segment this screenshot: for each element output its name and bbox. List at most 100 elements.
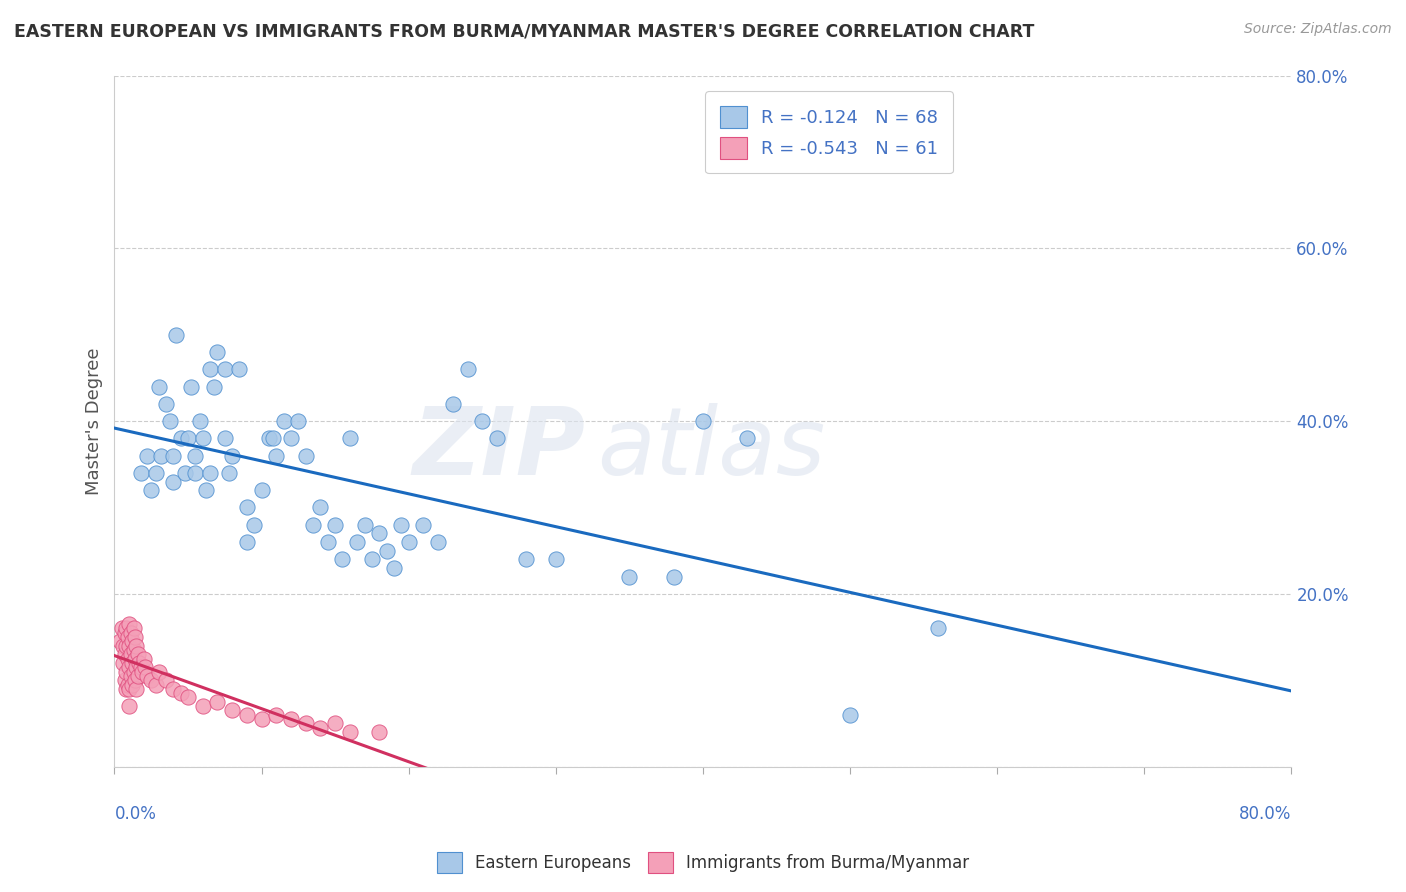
Point — [122, 665, 145, 679]
Point — [214, 362, 236, 376]
Point — [382, 561, 405, 575]
Point — [273, 414, 295, 428]
Point — [544, 552, 567, 566]
Point — [125, 681, 148, 696]
Point — [287, 414, 309, 428]
Point — [398, 535, 420, 549]
Legend: R = -0.124   N = 68, R = -0.543   N = 61: R = -0.124 N = 68, R = -0.543 N = 61 — [706, 92, 953, 173]
Point — [159, 414, 181, 428]
Point — [162, 449, 184, 463]
Point — [294, 449, 316, 463]
Point — [309, 721, 332, 735]
Point — [188, 414, 211, 428]
Point — [115, 665, 138, 679]
Point — [346, 535, 368, 549]
Point — [125, 660, 148, 674]
Point — [120, 648, 142, 662]
Y-axis label: Master's Degree: Master's Degree — [86, 347, 103, 495]
Point — [389, 517, 412, 532]
Point — [117, 630, 139, 644]
Point — [120, 669, 142, 683]
Point — [118, 617, 141, 632]
Point — [124, 630, 146, 644]
Point — [294, 716, 316, 731]
Point — [118, 660, 141, 674]
Point — [145, 466, 167, 480]
Point — [264, 707, 287, 722]
Point — [280, 431, 302, 445]
Point — [117, 677, 139, 691]
Point — [457, 362, 479, 376]
Point — [323, 716, 346, 731]
Point — [141, 483, 163, 498]
Point — [191, 699, 214, 714]
Point — [177, 431, 200, 445]
Point — [174, 466, 197, 480]
Point — [250, 712, 273, 726]
Point — [662, 569, 685, 583]
Point — [236, 535, 259, 549]
Point — [264, 449, 287, 463]
Point — [250, 483, 273, 498]
Point — [427, 535, 450, 549]
Point — [339, 431, 361, 445]
Point — [339, 725, 361, 739]
Point — [207, 345, 229, 359]
Point — [485, 431, 508, 445]
Text: Source: ZipAtlas.com: Source: ZipAtlas.com — [1244, 22, 1392, 37]
Point — [191, 431, 214, 445]
Point — [257, 431, 280, 445]
Text: 80.0%: 80.0% — [1239, 805, 1292, 823]
Point — [236, 707, 259, 722]
Point — [118, 639, 141, 653]
Point — [262, 431, 284, 445]
Point — [135, 669, 157, 683]
Point — [115, 681, 138, 696]
Point — [122, 643, 145, 657]
Point — [127, 669, 149, 683]
Point — [115, 621, 138, 635]
Point — [114, 625, 136, 640]
Point — [124, 651, 146, 665]
Point — [118, 681, 141, 696]
Point — [280, 712, 302, 726]
Point — [332, 552, 354, 566]
Point — [236, 500, 259, 515]
Point — [124, 673, 146, 688]
Point — [353, 517, 375, 532]
Point — [302, 517, 325, 532]
Point — [112, 639, 135, 653]
Point — [125, 639, 148, 653]
Point — [927, 621, 949, 635]
Point — [375, 543, 398, 558]
Point — [155, 397, 177, 411]
Point — [141, 673, 163, 688]
Point — [221, 449, 243, 463]
Point — [127, 648, 149, 662]
Text: ZIP: ZIP — [412, 402, 585, 495]
Point — [180, 379, 202, 393]
Point — [112, 656, 135, 670]
Point — [243, 517, 266, 532]
Point — [169, 431, 191, 445]
Point — [471, 414, 494, 428]
Point — [111, 621, 134, 635]
Legend: Eastern Europeans, Immigrants from Burma/Myanmar: Eastern Europeans, Immigrants from Burma… — [430, 846, 976, 880]
Point — [214, 431, 236, 445]
Point — [162, 681, 184, 696]
Point — [184, 466, 207, 480]
Point — [169, 686, 191, 700]
Point — [165, 327, 187, 342]
Point — [129, 466, 152, 480]
Point — [177, 690, 200, 705]
Point — [145, 677, 167, 691]
Point — [221, 703, 243, 717]
Point — [132, 651, 155, 665]
Point — [207, 695, 229, 709]
Point — [361, 552, 384, 566]
Point — [120, 625, 142, 640]
Point — [194, 483, 217, 498]
Point — [110, 634, 132, 648]
Point — [115, 639, 138, 653]
Point — [228, 362, 250, 376]
